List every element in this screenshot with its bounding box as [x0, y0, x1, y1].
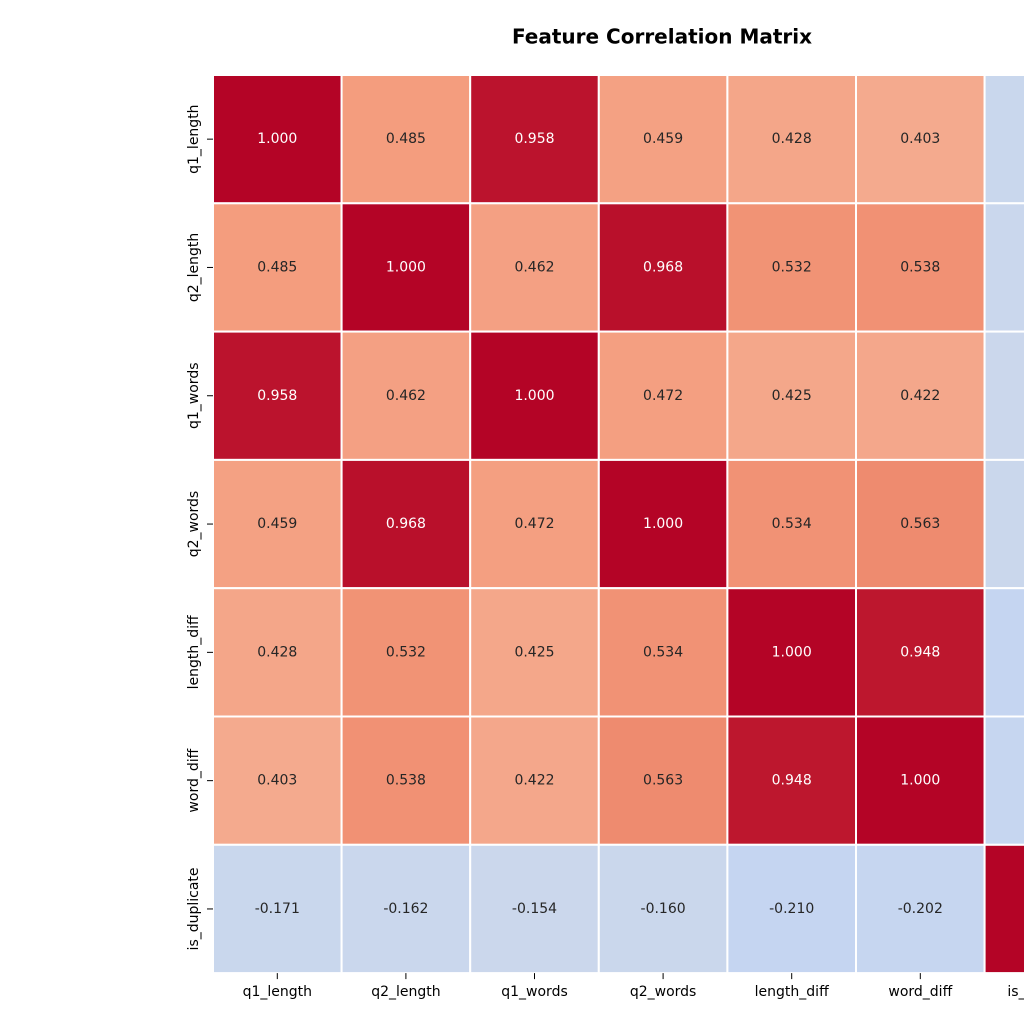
x-tick-label: q1_words: [501, 984, 568, 1000]
cell-value-label: 1.000: [386, 259, 426, 275]
y-tick-label: q1_words: [186, 363, 202, 430]
heatmap-cell: [340, 74, 472, 205]
y-tick-label: is_duplicate: [186, 867, 202, 950]
cell-value-label: 0.534: [772, 516, 812, 532]
x-tick-label: q1_length: [243, 984, 312, 1000]
cell-value-label: 0.472: [514, 516, 554, 532]
cell-value-label: -0.202: [898, 901, 943, 917]
heatmap-cell: [212, 587, 343, 718]
y-tick-label: q1_length: [186, 104, 202, 173]
heatmap-cell: [469, 843, 600, 975]
cell-value-label: -0.171: [255, 901, 300, 917]
cell-value-label: 0.403: [257, 773, 297, 789]
heatmap-cell: [597, 330, 729, 461]
heatmap-cell: [597, 74, 729, 205]
heatmap-cell: [340, 843, 472, 975]
heatmap-cell: [983, 587, 1024, 718]
cell-value-label: 0.422: [900, 388, 940, 404]
heatmap-cell: [597, 458, 729, 590]
x-tick-label: word_diff: [888, 984, 952, 1000]
heatmap-cell: [983, 202, 1024, 333]
heatmap-cell: [212, 715, 343, 846]
cell-value-label: 0.532: [386, 644, 426, 660]
cell-value-label: 1.000: [514, 388, 554, 404]
heatmap-cell: [855, 202, 986, 333]
cell-value-label: 0.472: [643, 388, 683, 404]
cell-value-label: 0.403: [900, 131, 940, 147]
cell-value-label: 0.968: [643, 259, 683, 275]
cell-value-label: -0.160: [641, 901, 686, 917]
heatmap-cell: [983, 715, 1024, 846]
cell-value-label: 0.532: [772, 259, 812, 275]
y-tick-label: q2_length: [186, 233, 202, 302]
cell-value-label: 0.425: [514, 644, 554, 660]
cell-value-label: 0.425: [772, 388, 812, 404]
cell-value-label: 0.428: [772, 131, 812, 147]
cell-value-label: -0.154: [512, 901, 557, 917]
heatmap-cell: [726, 330, 858, 461]
cell-value-label: 0.948: [772, 773, 812, 789]
cell-value-label: 0.485: [386, 131, 426, 147]
heatmap-cell: [212, 74, 343, 205]
x-tick-label: q2_words: [630, 984, 697, 1000]
cell-value-label: -0.162: [383, 901, 428, 917]
cell-value-label: 0.422: [514, 773, 554, 789]
cell-value-label: 1.000: [772, 644, 812, 660]
heatmap-cell: [340, 330, 472, 461]
heatmap-cell: [855, 715, 986, 846]
heatmap-cell: [212, 843, 343, 975]
heatmap-cell: [212, 458, 343, 590]
y-tick-label: length_diff: [186, 615, 202, 689]
heatmap-cell: [983, 74, 1024, 205]
cell-value-label: -0.210: [769, 901, 814, 917]
cell-value-label: 0.958: [257, 388, 297, 404]
heatmap-cell: [983, 458, 1024, 590]
cell-value-label: 1.000: [257, 131, 297, 147]
cell-value-label: 0.958: [514, 131, 554, 147]
heatmap-cell: [469, 74, 600, 205]
cell-value-label: 0.538: [900, 259, 940, 275]
heatmap-cell: [726, 587, 858, 718]
cell-value-label: 0.538: [386, 773, 426, 789]
y-tick-label: word_diff: [186, 748, 202, 812]
heatmap-cell: [597, 843, 729, 975]
y-tick-label: q2_words: [186, 491, 202, 558]
cell-value-label: 0.485: [257, 259, 297, 275]
heatmap-cell: [983, 843, 1024, 975]
cell-value-label: 0.563: [643, 773, 683, 789]
chart-title: Feature Correlation Matrix: [512, 25, 812, 49]
cell-value-label: 0.428: [257, 644, 297, 660]
heatmap-cell: [340, 458, 472, 590]
heatmap-cell: [726, 458, 858, 590]
heatmap-cell: [983, 330, 1024, 461]
x-tick-label: q2_length: [371, 984, 440, 1000]
heatmap-cell: [597, 587, 729, 718]
cell-value-label: 0.563: [900, 516, 940, 532]
heatmap-cell: [855, 74, 986, 205]
heatmap-cell: [469, 458, 600, 590]
cell-value-label: 1.000: [643, 516, 683, 532]
heatmap-cell: [340, 202, 472, 333]
cell-value-label: 0.968: [386, 516, 426, 532]
cell-value-label: 0.459: [257, 516, 297, 532]
heatmap-cell: [597, 202, 729, 333]
heatmap-cell: [855, 843, 986, 975]
cell-value-label: 0.948: [900, 644, 940, 660]
cell-value-label: 0.534: [643, 644, 683, 660]
heatmap-cell: [855, 330, 986, 461]
cell-value-label: 0.462: [514, 259, 554, 275]
cell-value-label: 1.000: [900, 773, 940, 789]
cell-value-label: 0.462: [386, 388, 426, 404]
heatmap-cell: [469, 587, 600, 718]
x-tick-label: length_diff: [755, 984, 829, 1000]
cell-value-label: 0.459: [643, 131, 683, 147]
x-tick-label: is_duplicate: [1007, 984, 1024, 1000]
